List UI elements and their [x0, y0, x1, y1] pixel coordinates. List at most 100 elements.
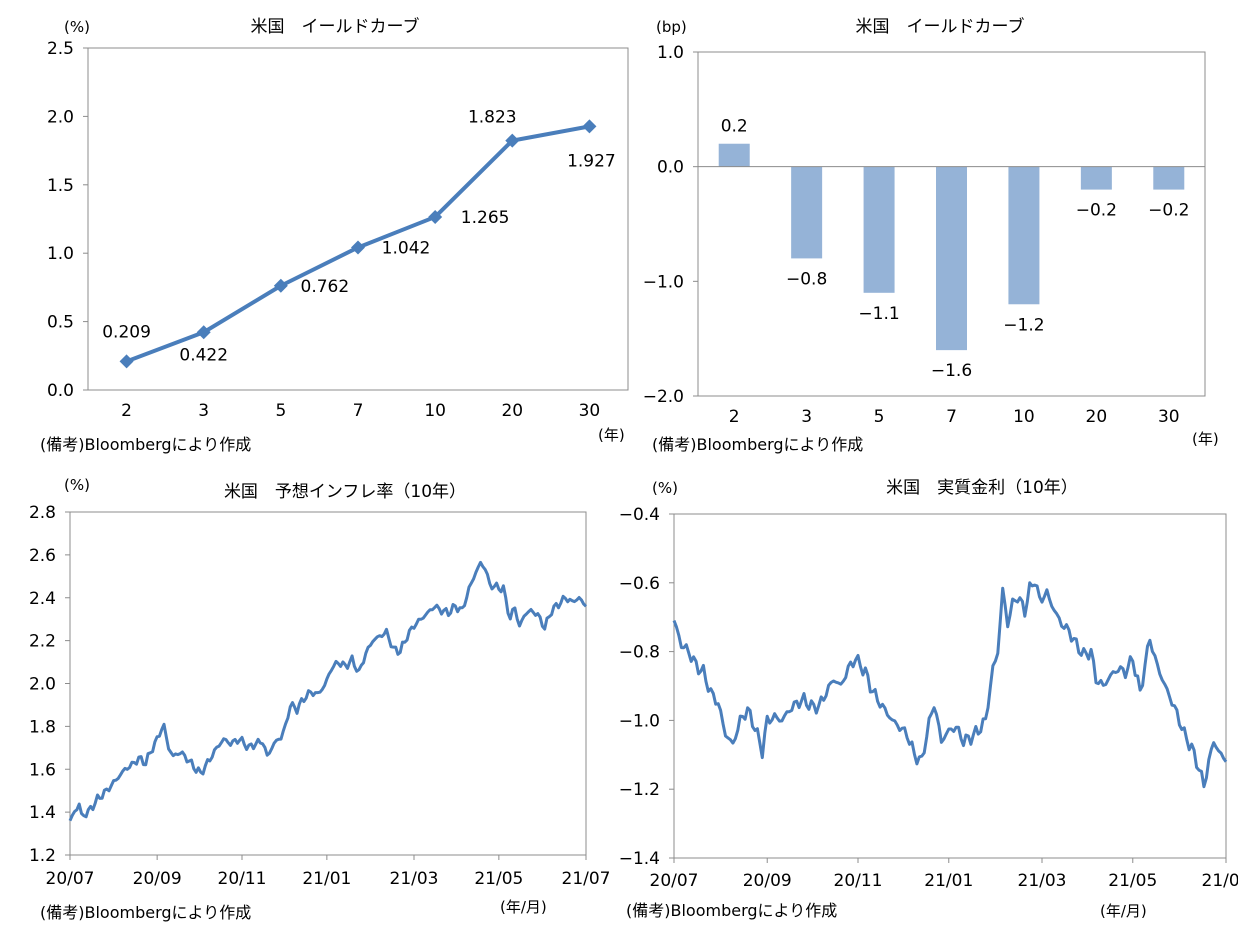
x-tick-label: 2 — [121, 401, 132, 421]
bar — [1080, 166, 1112, 190]
data-label: −0.2 — [1148, 201, 1189, 221]
x-tick-label: 21/01 — [302, 869, 351, 889]
y-tick-label: −1.4 — [619, 849, 660, 869]
x-unit-label: (年) — [1192, 430, 1219, 448]
data-label: 0.762 — [301, 277, 350, 297]
y-tick-label: 1.2 — [29, 846, 56, 866]
x-tick-label: 21/01 — [924, 871, 973, 891]
data-label: 1.823 — [468, 108, 517, 128]
data-label: −0.2 — [1076, 201, 1117, 221]
x-unit-label: (年/月) — [1100, 902, 1147, 920]
expected-inflation-line-chart: 米国 予想インフレ率（10年） (%) (備考)Bloombergにより作成 (年/月… — [29, 476, 611, 922]
x-tick-label: 21/03 — [390, 869, 439, 889]
data-point-marker — [428, 209, 443, 224]
x-tick-label: 2 — [729, 407, 740, 427]
y-tick-label: −0.6 — [619, 574, 660, 594]
bar — [791, 166, 823, 259]
x-unit-label: (年) — [598, 426, 625, 444]
source-note: (備考)Bloombergにより作成 — [40, 435, 251, 454]
chart-title: 米国 実質金利（10年） — [886, 478, 1078, 498]
bar — [1008, 166, 1040, 305]
y-tick-label: 2.2 — [29, 632, 56, 652]
y-tick-label: −1.2 — [619, 780, 660, 800]
x-tick-label: 20/11 — [218, 869, 267, 889]
y-tick-label: 1.6 — [29, 760, 56, 780]
data-point-marker — [119, 354, 134, 369]
y-tick-label: 2.5 — [47, 39, 74, 59]
x-tick-label: 3 — [801, 407, 812, 427]
data-label: −1.1 — [858, 304, 899, 324]
x-tick-label: 10 — [424, 401, 446, 421]
x-tick-label: 7 — [353, 401, 364, 421]
source-note: (備考)Bloombergにより作成 — [652, 435, 863, 454]
x-tick-label: 30 — [579, 401, 601, 421]
x-tick-label: 21/05 — [1108, 871, 1157, 891]
y-tick-label: −0.8 — [619, 643, 660, 663]
data-label: 0.2 — [721, 117, 748, 137]
chart-title: 米国 イールドカーブ — [251, 16, 420, 37]
x-tick-label: 30 — [1158, 407, 1180, 427]
x-tick-label: 20/07 — [650, 871, 699, 891]
y-tick-label: 0.0 — [657, 158, 684, 178]
data-label: −1.2 — [1003, 315, 1044, 335]
data-label: 0.209 — [102, 322, 151, 342]
yield-curve-line-chart: 米国 イールドカーブ (%) (備考)Bloombergにより作成 (年) 0.0 0.5… — [40, 16, 629, 454]
x-tick-label: 20/07 — [46, 869, 95, 889]
yield-curve-change-bar-chart: 米国 イールドカーブ (bp) (備考)Bloombergにより作成 (年) −2.0 −… — [643, 16, 1219, 454]
y-tick-label: 1.5 — [47, 176, 74, 196]
chart-title: 米国 イールドカーブ — [856, 16, 1025, 37]
x-unit-label: (年/月) — [500, 898, 547, 916]
y-tick-label: 1.4 — [29, 803, 56, 823]
bar — [718, 143, 750, 167]
y-tick-label: 1.8 — [29, 717, 56, 737]
y-tick-label: 2.4 — [29, 589, 56, 609]
plot-frame — [87, 47, 629, 391]
real-rate-line-chart: 米国 実質金利（10年） (%) (備考)Bloombergにより作成 (年/月) −1… — [619, 478, 1238, 920]
x-tick-label: 20 — [501, 401, 523, 421]
bar — [1153, 166, 1185, 190]
y-tick-label: −2.0 — [643, 387, 684, 407]
data-label: 1.265 — [461, 208, 510, 228]
y-tick-label: 0.5 — [47, 313, 74, 333]
data-label: −0.8 — [786, 269, 827, 289]
y-unit-label: (%) — [64, 476, 90, 494]
x-tick-label: 3 — [198, 401, 209, 421]
y-tick-label: 1.0 — [657, 43, 684, 63]
y-tick-label: −1.0 — [619, 711, 660, 731]
y-tick-label: 2.6 — [29, 546, 56, 566]
y-tick-label: 2.8 — [29, 503, 56, 523]
y-unit-label: (bp) — [656, 18, 687, 36]
chart-title: 米国 予想インフレ率（10年） — [224, 482, 466, 502]
data-label: 1.042 — [382, 238, 431, 258]
source-note: (備考)Bloombergにより作成 — [626, 901, 837, 920]
y-unit-label: (%) — [64, 18, 90, 36]
data-point-marker — [505, 133, 520, 148]
x-tick-label: 10 — [1013, 407, 1035, 427]
plot-frame — [673, 513, 1227, 859]
y-tick-label: 2.0 — [29, 675, 56, 695]
plot-frame — [697, 51, 1206, 397]
source-note: (備考)Bloombergにより作成 — [40, 903, 251, 922]
x-tick-label: 20/09 — [133, 869, 182, 889]
x-tick-label: 5 — [874, 407, 885, 427]
plot-frame — [69, 511, 587, 856]
bar — [936, 166, 967, 351]
x-tick-label: 21/07 — [562, 869, 611, 889]
x-tick-label: 21/07 — [1202, 871, 1238, 891]
x-tick-label: 20/11 — [834, 871, 883, 891]
series-line — [68, 560, 588, 822]
x-tick-label: 21/05 — [474, 869, 523, 889]
data-point-marker — [196, 325, 211, 340]
x-tick-label: 5 — [275, 401, 286, 421]
data-label: −1.6 — [931, 361, 972, 381]
y-unit-label: (%) — [652, 479, 678, 497]
x-tick-label: 20 — [1086, 407, 1108, 427]
x-tick-label: 7 — [946, 407, 957, 427]
data-label: 1.927 — [567, 151, 616, 171]
y-tick-label: −0.4 — [619, 505, 660, 525]
y-tick-label: −1.0 — [643, 272, 684, 292]
y-tick-label: 0.0 — [47, 381, 74, 401]
x-tick-label: 20/09 — [743, 871, 792, 891]
data-point-marker — [351, 240, 365, 255]
